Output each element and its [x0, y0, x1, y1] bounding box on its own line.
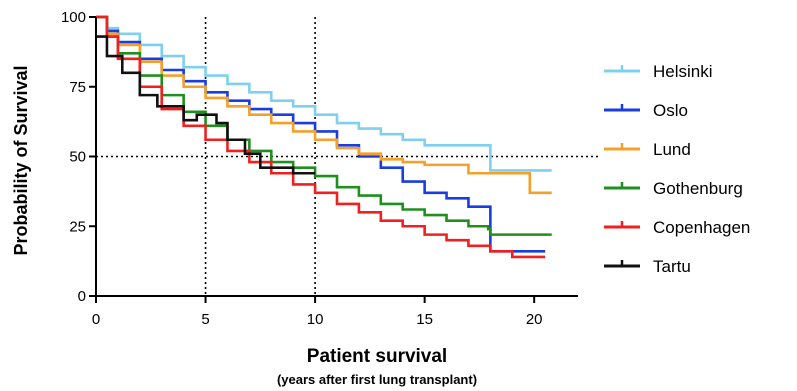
series-layer: [96, 15, 552, 259]
legend: Helsinki Oslo Lund Gothenburg Copenhagen Tart…: [604, 62, 750, 276]
y-tick-label: 25: [69, 218, 86, 235]
legend-label-gothenburg: Gothenburg: [653, 179, 743, 198]
x-tick-label: 10: [307, 311, 324, 328]
legend-label-copenhagen: Copenhagen: [653, 218, 750, 237]
series-line-helsinki: [96, 15, 552, 172]
y-tick-label: 0: [78, 288, 86, 305]
x-axis-subtitle: (years after first lung transplant): [277, 372, 477, 387]
x-tick-label: 20: [526, 311, 543, 328]
x-tick-label: 5: [201, 311, 209, 328]
legend-label-oslo: Oslo: [653, 101, 688, 120]
y-tick-label: 100: [61, 9, 86, 26]
y-tick-label: 50: [69, 149, 86, 166]
reference-lines: [96, 17, 598, 296]
ticks: 0 5 10 15 20 0 25 50 75 100: [61, 9, 543, 328]
series-line-gothenburg: [96, 15, 552, 236]
x-tick-label: 0: [92, 311, 100, 328]
x-tick-label: 15: [416, 311, 433, 328]
y-tick-label: 75: [69, 79, 86, 96]
series-line-oslo: [96, 15, 546, 253]
legend-label-helsinki: Helsinki: [653, 62, 713, 81]
series-line-tartu: [96, 35, 316, 175]
legend-label-tartu: Tartu: [653, 257, 691, 276]
legend-label-lund: Lund: [653, 140, 691, 159]
series-line-copenhagen: [96, 15, 546, 259]
x-axis-title: Patient survival: [307, 346, 447, 367]
y-axis-title: Probability of Survival: [11, 65, 31, 255]
series-line-lund: [96, 15, 552, 195]
